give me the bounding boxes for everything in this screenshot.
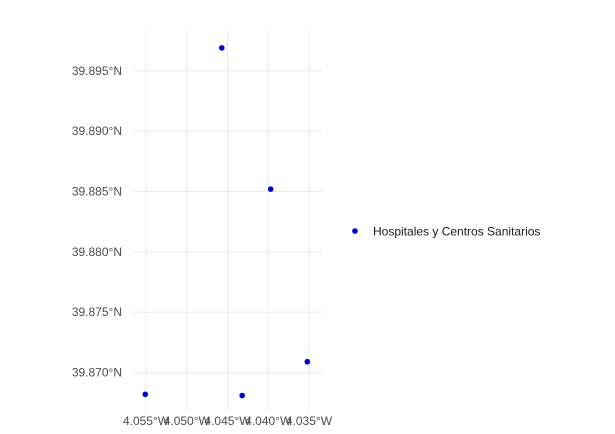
x-tick-label: 4.045°W — [204, 414, 251, 428]
major-gridlines — [133, 31, 322, 410]
x-tick-label: 4.035°W — [286, 414, 333, 428]
data-point — [218, 45, 225, 51]
data-points — [142, 45, 311, 399]
data-point — [267, 186, 274, 192]
x-axis-tick-labels: 4.055°W4.050°W4.045°W4.040°W4.035°W — [123, 414, 333, 428]
data-point — [142, 391, 149, 398]
y-tick-label: 39.880°N — [72, 245, 122, 259]
legend-label: Hospitales y Centros Sanitarios — [373, 225, 540, 239]
data-point — [304, 358, 311, 365]
x-tick-label: 4.040°W — [245, 414, 292, 428]
legend-key-marker — [352, 228, 358, 234]
y-axis-tick-labels: 39.870°N 39.875°N 39.880°N 39.885°N 39.890°N… — [72, 64, 122, 380]
x-tick-label: 4.050°W — [164, 414, 211, 428]
y-tick-label: 39.895°N — [72, 64, 122, 78]
y-tick-label: 39.870°N — [72, 366, 122, 380]
y-tick-label: 39.890°N — [72, 124, 122, 138]
x-tick-label: 4.055°W — [123, 414, 170, 428]
y-tick-label: 39.875°N — [72, 305, 122, 319]
y-tick-label: 39.885°N — [72, 185, 122, 199]
legend: Hospitales y Centros Sanitarios — [352, 225, 540, 239]
data-point — [239, 392, 245, 399]
